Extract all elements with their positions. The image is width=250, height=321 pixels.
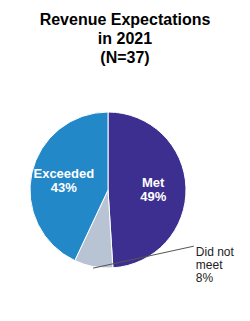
html-text:(N=37): (N=37) — [100, 49, 150, 66]
svg-text:Exceeded43%: Exceeded43% — [33, 166, 94, 195]
html-text:Revenue Expectations: Revenue Expectations — [39, 11, 211, 28]
svg-text:Did notmeet8%: Did notmeet8% — [196, 245, 235, 285]
html-text:in 2021: in 2021 — [97, 30, 153, 47]
svg-text:Met49%: Met49% — [140, 174, 166, 203]
